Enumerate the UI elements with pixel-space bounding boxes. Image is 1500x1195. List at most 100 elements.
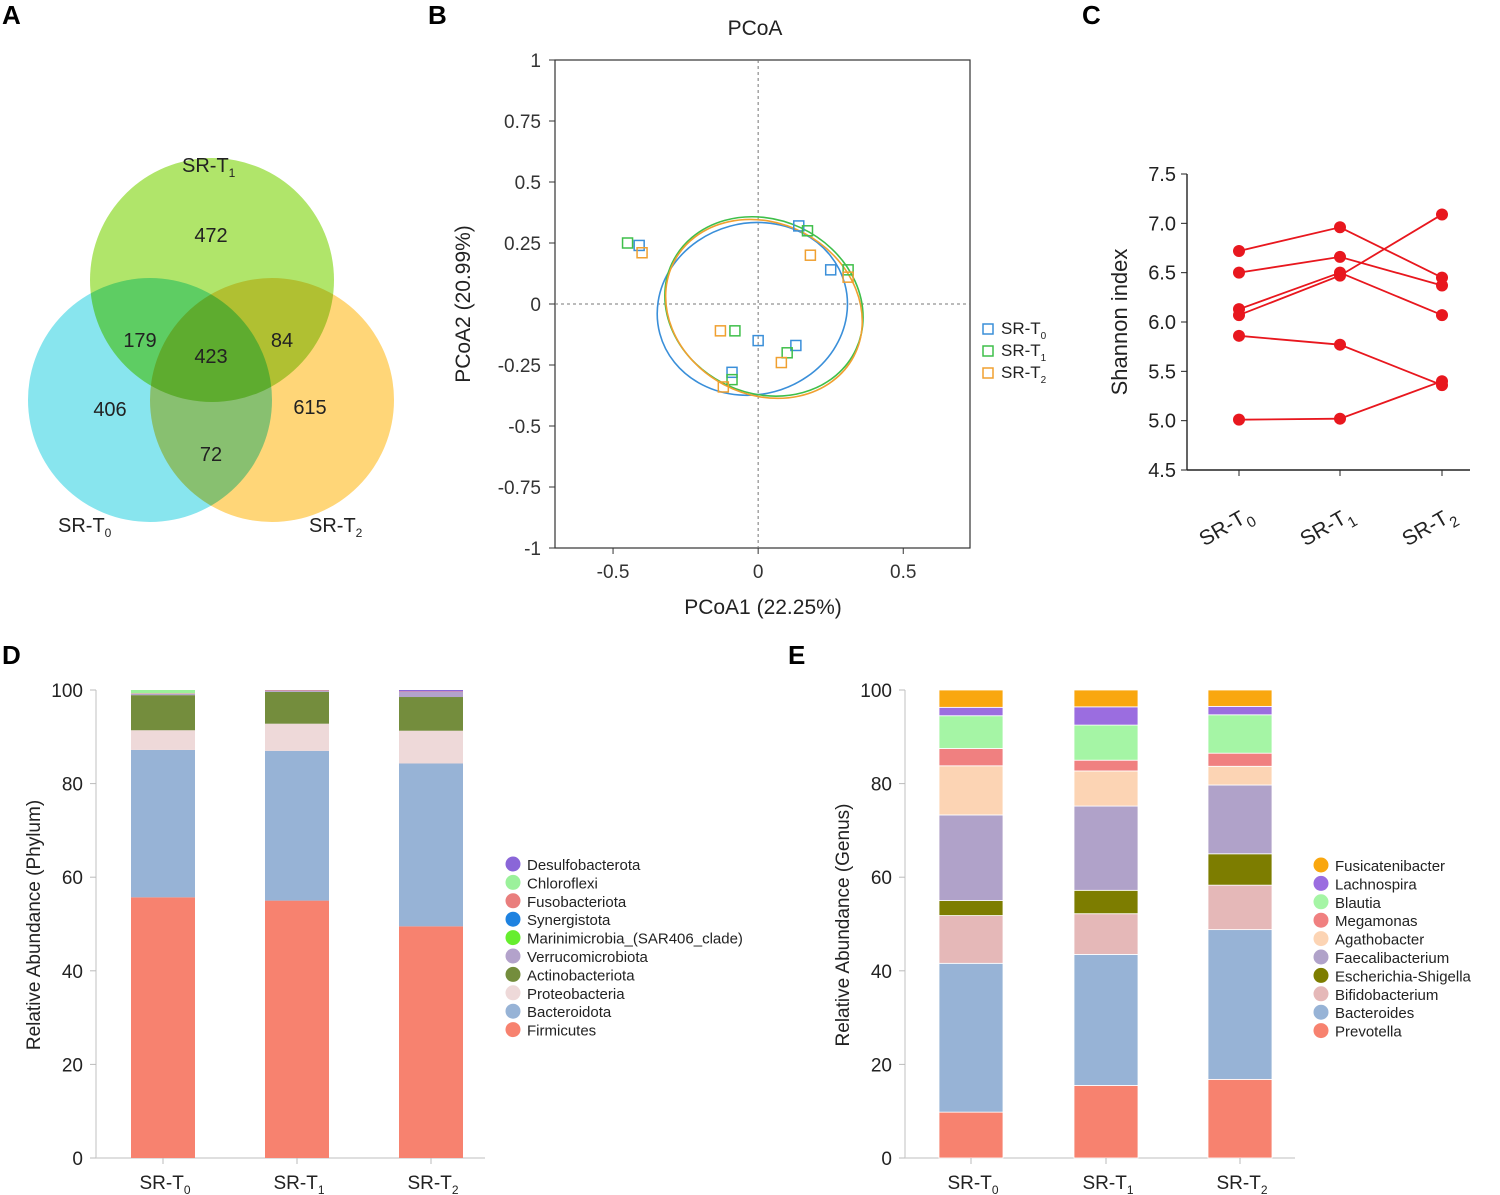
pcoa-x-tick-label: 0 [753,562,764,583]
pcoa-point-t0 [726,366,738,379]
panel-d-letter: D [2,640,21,670]
venn-count-only-t2: 615 [293,397,326,419]
shannon-x-tick-label-base: SR-T [1195,507,1249,552]
phylum-bar-segment [399,690,463,692]
genus-legend-label: Faecalibacterium [1335,950,1449,967]
genus-bar-segment [1073,759,1139,772]
shannon-x-tick-label-base: SR-T [1296,507,1350,552]
pcoa-point-t2 [717,381,730,393]
panel-c-letter: C [1082,0,1101,30]
pcoa-y-tick-label: 0.5 [515,173,541,194]
shannon-point [1334,338,1346,351]
phylum-x-tick-label: SR-T2 [407,1173,458,1195]
panel-a-letter: A [2,0,21,30]
genus-bar-segment [938,900,1004,916]
venn-count-t0-t2: 72 [200,444,222,466]
pcoa-legend-swatch [982,323,994,335]
phylum-x-tick-label-sub: 2 [452,1183,459,1195]
genus-legend-label: Prevotella [1335,1024,1402,1041]
phylum-legend-swatch [505,874,521,890]
genus-bar-segment [1207,1078,1273,1159]
pcoa-point-t2 [842,271,854,283]
pcoa-legend-label-base: SR-T [1001,319,1041,338]
phylum-legend-swatch [505,948,521,964]
pcoa-point-t1 [621,237,634,249]
genus-bar-segment [938,814,1004,901]
genus-legend-label: Lachnospira [1335,876,1417,893]
genus-bar-segment [938,1111,1004,1159]
genus-bar-segment [1073,706,1139,726]
phylum-legend-swatch [505,856,521,872]
venn-count-only-t0: 406 [93,399,126,421]
genus-legend-swatch [1313,894,1329,910]
pcoa-point-t2 [775,356,788,369]
genus-bar-segment [1207,765,1273,786]
pcoa-legend-label-sub: 1 [1041,353,1047,364]
genus-bar-segment [1207,929,1273,1080]
genus-legend-swatch [1313,912,1329,928]
shannon-point [1233,329,1245,342]
genus-bar-segment [1207,714,1273,754]
genus-x-tick-label-sub: 0 [992,1183,999,1195]
genus-bar-segment [1073,913,1139,955]
pcoa-point-t2 [636,247,648,259]
pcoa-legend-label-sub: 0 [1041,331,1047,342]
shannon-y-tick-label: 6.0 [1148,312,1176,334]
phylum-legend-label: Chloroflexi [527,875,598,892]
shannon-point [1233,266,1245,279]
genus-x-tick-label: SR-T2 [1216,1173,1267,1195]
genus-bar-segment [1073,889,1139,915]
pcoa-y-tick-label: -0.5 [508,417,541,438]
phylum-y-axis-label: Relative Abundance (Phylum) [24,800,45,1050]
phylum-x-tick-label-base: SR-T [407,1173,452,1194]
phylum-legend-label: Fusobacteriota [527,894,627,911]
phylum-bar-segment [399,691,463,698]
pcoa-y-axis-label: PCoA2 (20.99%) [452,225,475,383]
phylum-bar-segment [131,690,195,694]
pcoa-title: PCoA [728,17,783,40]
genus-x-tick-label-base: SR-T [947,1173,992,1194]
phylum-legend-label: Proteobacteria [527,986,625,1003]
genus-legend-label: Fusicatenibacter [1335,858,1445,875]
shannon-point [1233,309,1245,322]
genus-legend-label: Bacteroides [1335,1005,1414,1022]
genus-legend-swatch [1313,986,1329,1002]
pcoa-point-t0 [824,264,837,276]
genus-legend-label: Megamonas [1335,913,1418,930]
genus-bar-segment [938,715,1004,749]
genus-bar-segment [1073,724,1139,761]
shannon-point [1436,375,1448,388]
pcoa-point-t0 [752,334,764,347]
genus-bar-segment [1207,784,1273,855]
genus-bar-segment [1207,705,1273,716]
shannon-y-tick-label: 5.5 [1148,361,1176,383]
phylum-bar-segment [265,750,329,901]
shannon-panel: C 4.55.05.56.06.57.07.5SR-T0 SR-T1 SR-T2 S… [1082,0,1470,552]
pcoa-y-tick-label: 0.75 [504,112,541,133]
phylum-bar-segment [131,749,195,898]
pcoa-legend-label: SR-T2 [1001,363,1047,386]
phylum-bar-segment [265,900,329,1158]
shannon-y-tick-label: 6.5 [1148,263,1176,285]
phylum-x-tick-label: SR-T0 [139,1173,190,1195]
genus-y-tick-label: 20 [871,1055,892,1076]
venn-count-only-t1: 472 [194,225,227,247]
phylum-bar-segment [131,730,195,750]
genus-y-axis-label: Relative Abundance (Genus) [833,804,854,1047]
genus-x-tick-label-base: SR-T [1216,1173,1261,1194]
genus-legend-swatch [1313,857,1329,873]
genus-legend-label: Blautia [1335,895,1382,912]
phylum-x-tick-label-sub: 1 [318,1183,325,1195]
venn-label-t1: SR-T1 [182,155,236,180]
pcoa-ellipse-t2 [664,218,864,400]
pcoa-x-tick-label: 0.5 [890,562,916,583]
pcoa-y-tick-label: -1 [524,539,541,560]
shannon-point [1334,412,1346,425]
genus-bar-segment [1073,689,1139,708]
genus-bar-segment [938,765,1004,816]
pcoa-point-t1 [801,225,814,237]
genus-legend-swatch [1313,1004,1329,1020]
phylum-y-tick-label: 60 [62,868,83,889]
pcoa-x-axis-label: PCoA1 (22.25%) [684,596,842,619]
